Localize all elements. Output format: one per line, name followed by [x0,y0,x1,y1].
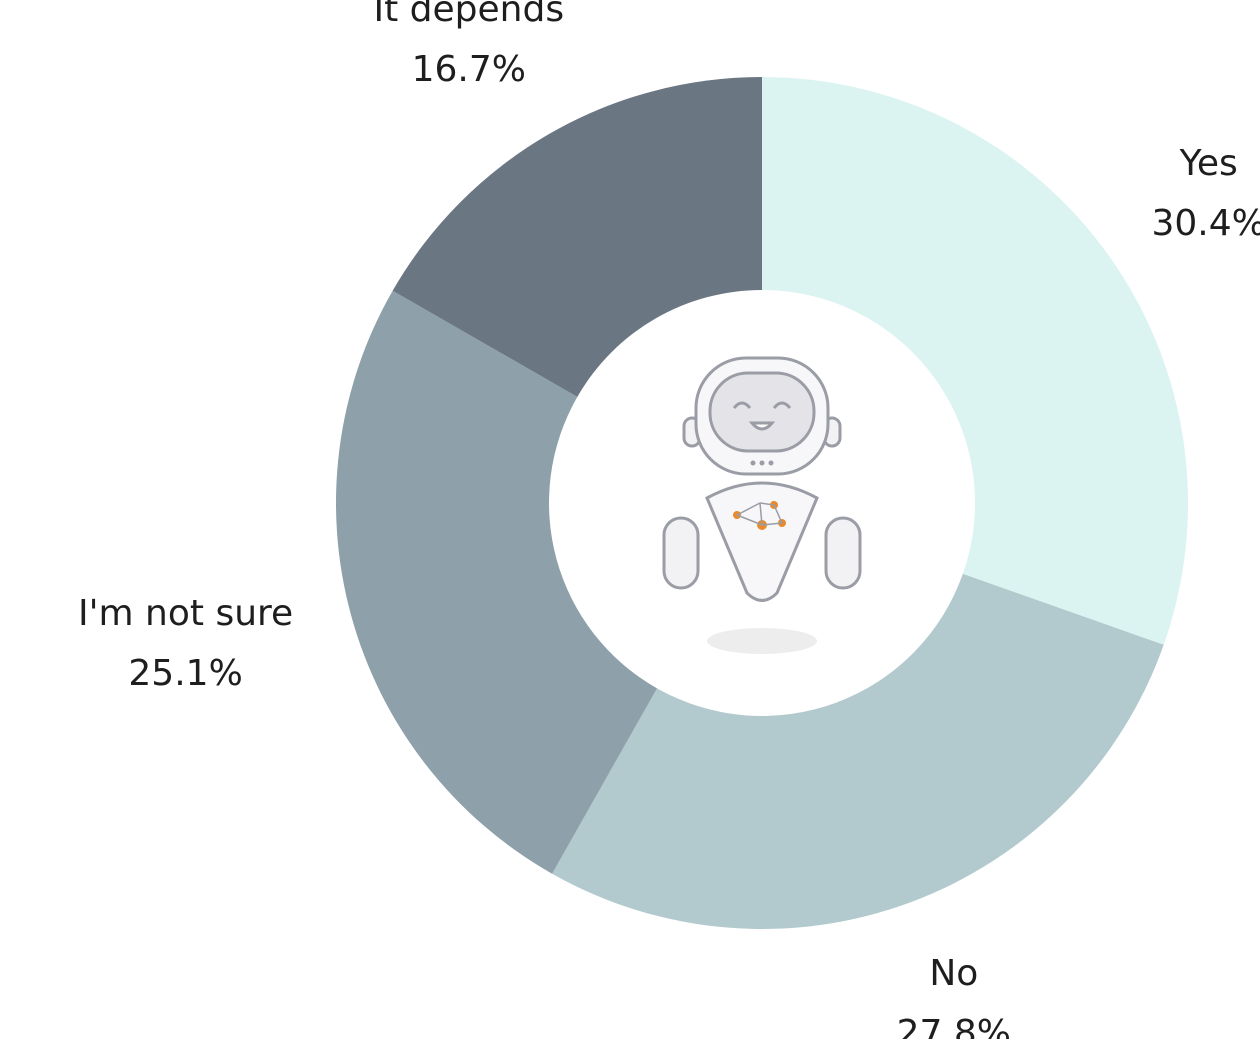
robot-illustration [664,358,860,654]
slice-value-label: 30.4% [1152,203,1260,244]
slice-value-label: 25.1% [128,653,242,694]
slice-value-label: 16.7% [412,49,526,90]
slice-label: I'm not sure [78,593,293,634]
chart: Yes 30.4% No 27.8% I'm not sure 25.1% It depen… [0,0,1260,1039]
slice-label: It depends [374,0,565,30]
slice-label: No [929,953,978,994]
page: {"chart_data": {"type": "donut", "catego… [0,0,1260,1039]
slice-value-label: 27.8% [897,1013,1011,1039]
slice-label: Yes [1179,143,1238,184]
donut-slice [552,574,1164,929]
